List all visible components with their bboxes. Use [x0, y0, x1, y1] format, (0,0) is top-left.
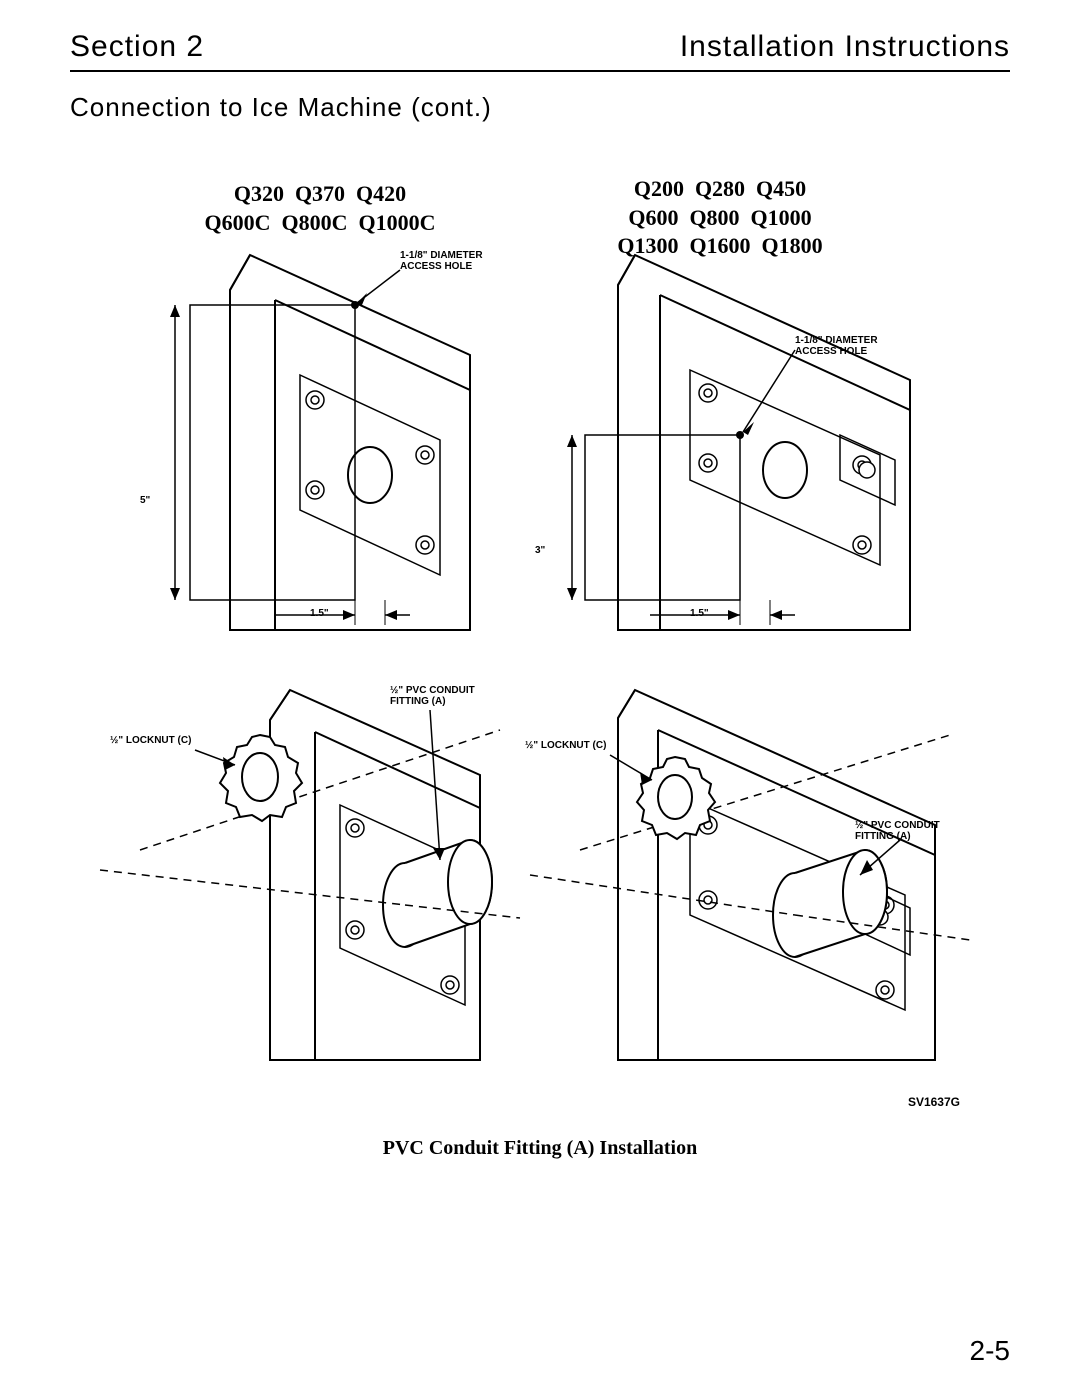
label-dim-5: 5" — [140, 495, 150, 506]
label-conduit-2: ½" PVC CONDUIT FITTING (A) — [855, 820, 940, 842]
document-id: SV1637G — [908, 1095, 960, 1109]
label-locknut-2: ½" LOCKNUT (C) — [525, 740, 606, 751]
label-dim-3: 3" — [535, 545, 545, 556]
label-conduit-1: ½" PVC CONDUIT FITTING (A) — [390, 685, 475, 707]
diagram-top-left: 1-1/8" DIAMETER ACCESS HOLE 5" 1.5" — [100, 245, 520, 635]
header-left: Section 2 — [70, 30, 204, 64]
header-right: Installation Instructions — [680, 30, 1010, 64]
diagram-top-right: 1-1/8" DIAMETER ACCESS HOLE 3" 1.5" — [540, 245, 960, 635]
label-dim-1-5-right: 1.5" — [690, 608, 709, 619]
diagram-bottom-left: ½" LOCKNUT (C) ½" PVC CONDUIT FITTING (A… — [100, 690, 520, 1060]
label-access-hole-2: 1-1/8" DIAMETER ACCESS HOLE — [795, 335, 878, 357]
diagram-bottom-right: ½" LOCKNUT (C) ½" PVC CONDUIT FITTING (A… — [540, 690, 960, 1060]
page-number: 2-5 — [970, 1335, 1010, 1367]
label-access-hole-1: 1-1/8" DIAMETER ACCESS HOLE — [400, 250, 483, 272]
label-dim-1-5-left: 1.5" — [310, 608, 329, 619]
figure-caption: PVC Conduit Fitting (A) Installation — [0, 1137, 1080, 1160]
label-locknut-1: ½" LOCKNUT (C) — [110, 735, 191, 746]
section-subtitle: Connection to Ice Machine (cont.) — [70, 92, 492, 123]
left-column-heading: Q320 Q370 Q420 Q600C Q800C Q1000C — [160, 180, 480, 237]
